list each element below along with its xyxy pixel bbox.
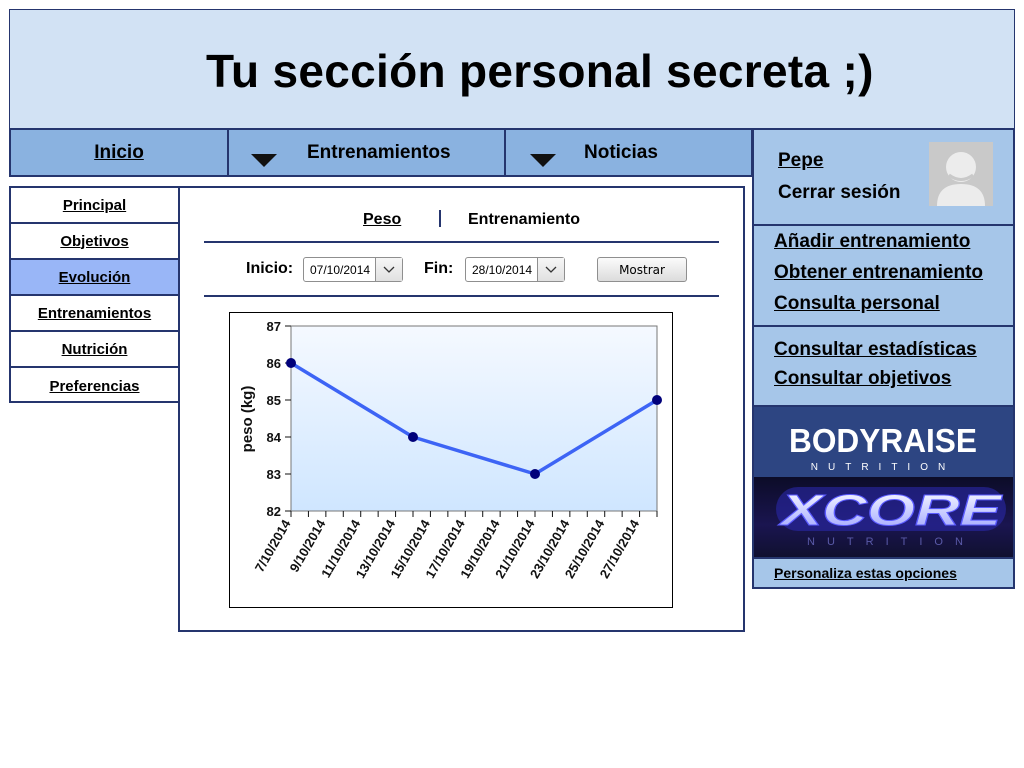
sidebar-item-evolucion[interactable]: Evolución [11, 260, 178, 296]
data-point [652, 395, 662, 405]
bodyraise-ad[interactable]: BODYRAISE NUTRITION [754, 407, 1013, 477]
y-tick-label: 87 [267, 319, 281, 334]
sidebar-item-label[interactable]: Entrenamientos [37, 304, 152, 322]
divider [204, 295, 719, 297]
xcore-name: XCORE [777, 486, 1004, 535]
start-date-value: 07/10/2014 [310, 263, 371, 277]
avatar [929, 142, 993, 206]
xcore-sub: NUTRITION [807, 536, 975, 548]
user-panel: Pepe Cerrar sesión [752, 128, 1015, 226]
divider [204, 241, 719, 243]
nav-item-noticias[interactable]: Noticias [506, 130, 751, 175]
y-tick-label: 84 [267, 430, 282, 445]
chevron-down-icon[interactable] [537, 258, 564, 281]
personalize-bar: Personaliza estas opciones [754, 557, 1013, 587]
nav-divider [227, 130, 229, 175]
goals-link[interactable]: Consultar objetivos [774, 368, 952, 389]
nav-divider [504, 130, 506, 175]
data-point [286, 358, 296, 368]
personal-query-link[interactable]: Consulta personal [774, 293, 940, 314]
personalize-link[interactable]: Personaliza estas opciones [774, 565, 957, 581]
user-name-link[interactable]: Pepe [778, 150, 824, 171]
bodyraise-name: BODYRAISE [789, 422, 977, 459]
sidebar-item-label[interactable]: Principal [62, 196, 127, 214]
data-point [408, 432, 418, 442]
chevron-down-icon[interactable] [251, 154, 277, 167]
xcore-ad[interactable]: XCORE NUTRITION [754, 477, 1013, 557]
plot-area [290, 325, 658, 512]
nav-item-label[interactable]: Noticias [584, 141, 658, 163]
ads-panel: BODYRAISE NUTRITION XCORE NUTRITION Pers… [752, 405, 1015, 589]
tab-peso[interactable]: Peso [363, 211, 402, 228]
y-tick-label: 82 [267, 504, 281, 519]
y-tick-label: 83 [267, 467, 281, 482]
sidebar-item-label[interactable]: Preferencias [49, 377, 140, 395]
sidebar-menu: Principal Objetivos Evolución Entrenamie… [9, 186, 180, 403]
sidebar-item-preferencias[interactable]: Preferencias [11, 368, 178, 404]
user-icon [929, 142, 993, 206]
xcore-logo[interactable]: XCORE NUTRITION [754, 477, 1013, 557]
sidebar-item-label[interactable]: Evolución [58, 268, 131, 286]
end-date-label: Fin: [424, 260, 454, 277]
actions-panel: Añadir entrenamiento Obtener entrenamien… [752, 224, 1015, 327]
series-line [290, 361, 658, 476]
bodyraise-logo[interactable]: BODYRAISE NUTRITION [754, 407, 1013, 477]
bodyraise-sub: NUTRITION [811, 462, 955, 473]
start-date-select[interactable]: 07/10/2014 [303, 257, 403, 282]
get-training-link[interactable]: Obtener entrenamiento [774, 262, 984, 283]
y-tick-label: 85 [267, 393, 281, 408]
sidebar-item-nutricion[interactable]: Nutrición [11, 332, 178, 368]
start-date-label: Inicio: [246, 260, 294, 277]
sidebar-item-entrenamientos[interactable]: Entrenamientos [11, 296, 178, 332]
stats-link[interactable]: Consultar estadísticas [774, 339, 977, 360]
chevron-down-icon[interactable] [375, 258, 402, 281]
tab-entrenamiento[interactable]: Entrenamiento [468, 211, 581, 228]
show-button[interactable]: Mostrar [597, 257, 687, 282]
weight-chart-svg: 8283848586877/10/20149/10/201411/10/2014… [239, 319, 662, 581]
logout-link[interactable]: Cerrar sesión [778, 182, 901, 203]
sidebar-item-objetivos[interactable]: Objetivos [11, 224, 178, 260]
sidebar-item-principal[interactable]: Principal [11, 188, 178, 224]
chevron-down-icon[interactable] [530, 154, 556, 167]
end-date-value: 28/10/2014 [472, 263, 533, 277]
y-axis-label: peso (kg) [239, 386, 256, 453]
nav-item-label[interactable]: Inicio [94, 141, 144, 163]
main-panel: Peso Entrenamiento Inicio: 07/10/2014 Fi… [178, 186, 745, 632]
page-title: Tu sección personal secreta ;) [206, 45, 874, 97]
end-date-select[interactable]: 28/10/2014 [465, 257, 565, 282]
sidebar-item-label[interactable]: Objetivos [60, 232, 129, 250]
tab-divider [439, 210, 441, 227]
nav-item-entrenamientos[interactable]: Entrenamientos [229, 130, 504, 175]
data-point [530, 469, 540, 479]
add-training-link[interactable]: Añadir entrenamiento [774, 231, 971, 252]
stats-panel: Consultar estadísticas Consultar objetiv… [752, 325, 1015, 407]
nav-item-label[interactable]: Entrenamientos [307, 141, 451, 163]
page-header: Tu sección personal secreta ;) [9, 9, 1015, 129]
top-nav: Inicio Entrenamientos Noticias [9, 128, 753, 177]
weight-chart: 82 83 84 85 86 87 7/10/2014 9/10/2014 11/10/2014… [229, 312, 673, 608]
sidebar-item-label[interactable]: Nutrición [61, 340, 128, 358]
nav-item-inicio[interactable]: Inicio [11, 130, 227, 175]
y-tick-label: 86 [267, 356, 281, 371]
